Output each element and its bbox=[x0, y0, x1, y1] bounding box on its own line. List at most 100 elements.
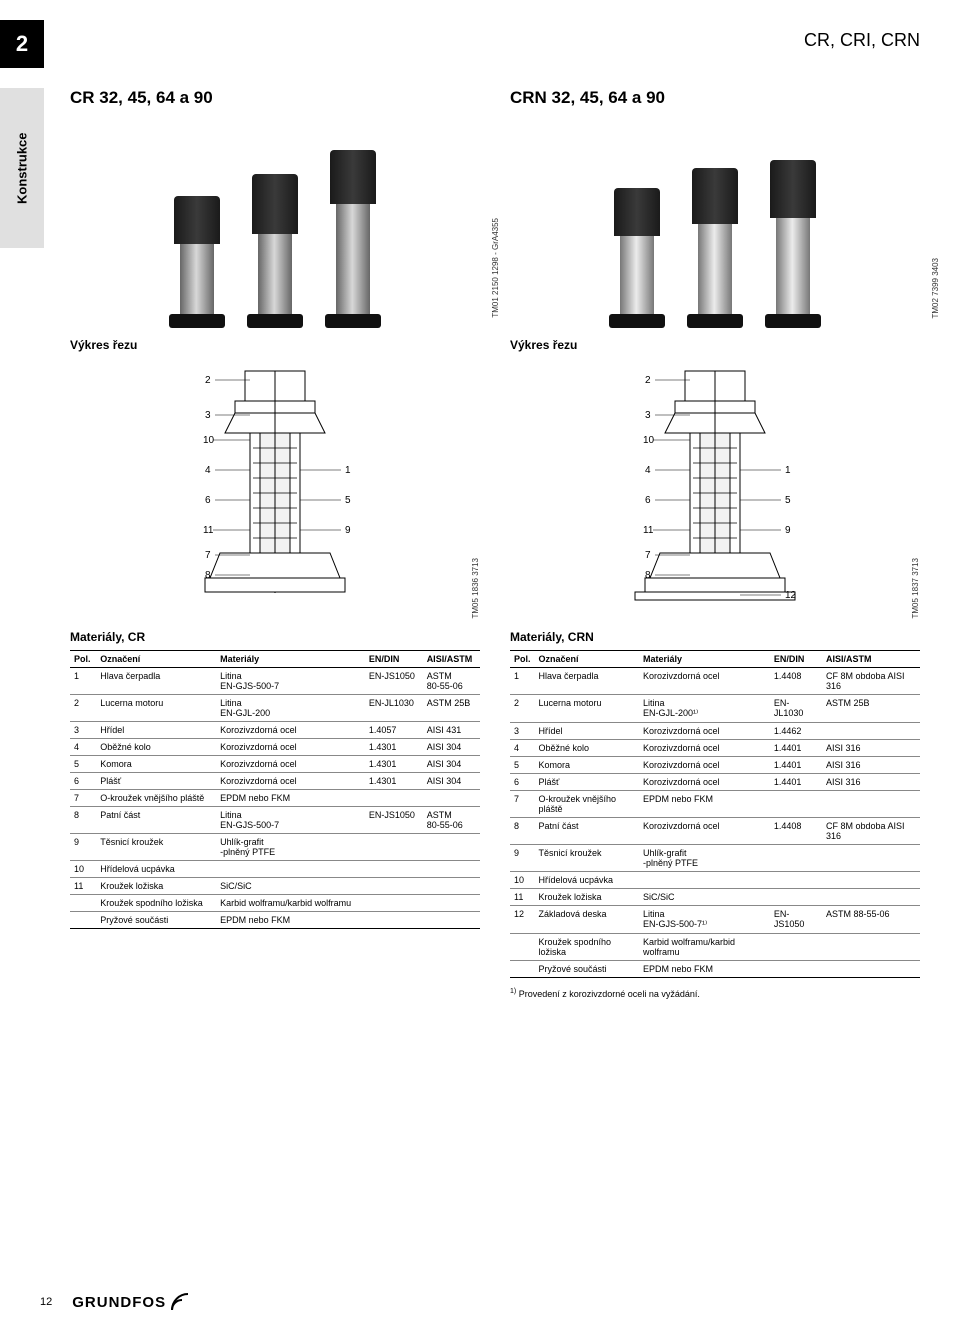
table-row: 5KomoraKorozivzdorná ocel1.4401AISI 316 bbox=[510, 757, 920, 774]
table-cell: 8 bbox=[70, 807, 96, 834]
table-cell bbox=[510, 961, 535, 978]
table-row: 1Hlava čerpadlaLitina EN-GJS-500-7EN-JS1… bbox=[70, 668, 480, 695]
table-cell: Litina EN-GJL-200¹⁾ bbox=[639, 695, 770, 723]
table-row: 5KomoraKorozivzdorná ocel1.4301AISI 304 bbox=[70, 756, 480, 773]
table-row: 12Základová deskaLitina EN-GJS-500-7¹⁾EN… bbox=[510, 906, 920, 934]
table-cell: 6 bbox=[70, 773, 96, 790]
section-tab: Konstrukce bbox=[0, 88, 44, 248]
table-cell bbox=[822, 934, 920, 961]
table-cell bbox=[770, 872, 822, 889]
svg-text:8: 8 bbox=[645, 570, 651, 581]
table-row: Pryžové součástiEPDM nebo FKM bbox=[70, 912, 480, 929]
table-cell bbox=[423, 912, 480, 929]
left-drawing-title: Výkres řezu bbox=[70, 338, 480, 352]
table-cell: ASTM 25B bbox=[423, 695, 480, 722]
svg-text:5: 5 bbox=[785, 495, 791, 506]
table-cell: 10 bbox=[510, 872, 535, 889]
table-cell: Hřídel bbox=[535, 723, 639, 740]
table-row: 10Hřídelová ucpávka bbox=[510, 872, 920, 889]
table-header-row: Pol.OznačeníMateriályEN/DINAISI/ASTM bbox=[70, 651, 480, 668]
table-cell: AISI 304 bbox=[423, 756, 480, 773]
table-cell: Litina EN-GJS-500-7¹⁾ bbox=[639, 906, 770, 934]
table-cell: EN-JS1050 bbox=[770, 906, 822, 934]
table-row: 6PlášťKorozivzdorná ocel1.4301AISI 304 bbox=[70, 773, 480, 790]
table-cell: Korozivzdorná ocel bbox=[216, 773, 365, 790]
footnote: 1) Provedení z korozivzdorné oceli na vy… bbox=[510, 988, 920, 999]
svg-text:10: 10 bbox=[203, 435, 215, 446]
right-title: CRN 32, 45, 64 a 90 bbox=[510, 88, 920, 108]
pump-silhouette bbox=[245, 174, 305, 328]
table-cell: 2 bbox=[510, 695, 535, 723]
left-column: CR 32, 45, 64 a 90 TM01 2150 1298 - GrA4… bbox=[70, 88, 480, 999]
table-cell: Hřídel bbox=[96, 722, 216, 739]
svg-text:4: 4 bbox=[645, 465, 651, 476]
table-cell: Korozivzdorná ocel bbox=[216, 739, 365, 756]
table-cell: EN-JL1030 bbox=[365, 695, 423, 722]
pump-silhouette bbox=[685, 168, 745, 328]
table-row: 11Kroužek ložiskaSiC/SiC bbox=[70, 878, 480, 895]
footer-page-number: 12 bbox=[40, 1296, 52, 1308]
table-cell bbox=[510, 934, 535, 961]
table-cell bbox=[216, 861, 365, 878]
table-cell: 6 bbox=[510, 774, 535, 791]
table-cell bbox=[822, 791, 920, 818]
left-image-code: TM01 2150 1298 - GrA4355 bbox=[491, 218, 500, 318]
table-cell: Hlava čerpadla bbox=[535, 668, 639, 695]
left-diagram: 2310461178159 TM05 1836 3713 bbox=[70, 358, 480, 618]
table-cell: 3 bbox=[70, 722, 96, 739]
table-cell: EPDM nebo FKM bbox=[639, 961, 770, 978]
logo-text: GRUNDFOS bbox=[72, 1294, 166, 1311]
table-cell: 1.4401 bbox=[770, 740, 822, 757]
table-cell bbox=[365, 861, 423, 878]
table-cell: Základová deska bbox=[535, 906, 639, 934]
table-cell bbox=[365, 895, 423, 912]
table-cell bbox=[822, 961, 920, 978]
table-cell: AISI 316 bbox=[822, 757, 920, 774]
table-cell: Korozivzdorná ocel bbox=[639, 668, 770, 695]
table-cell: CF 8M obdoba AISI 316 bbox=[822, 668, 920, 695]
right-diagram: 231046117815912 TM05 1837 3713 bbox=[510, 358, 920, 618]
table-cell: EN-JL1030 bbox=[770, 695, 822, 723]
table-cell: O-kroužek vnějšího pláště bbox=[96, 790, 216, 807]
pump-cross-section-icon: 231046117815912 bbox=[605, 363, 825, 613]
table-cell bbox=[423, 895, 480, 912]
table-cell: EPDM nebo FKM bbox=[639, 791, 770, 818]
table-cell: 4 bbox=[70, 739, 96, 756]
right-image-code: TM02 7399 3403 bbox=[931, 258, 940, 319]
table-cell: 3 bbox=[510, 723, 535, 740]
table-cell: 2 bbox=[70, 695, 96, 722]
table-cell: Plášť bbox=[535, 774, 639, 791]
table-cell: 1.4462 bbox=[770, 723, 822, 740]
table-cell bbox=[639, 872, 770, 889]
table-row: Pryžové součástiEPDM nebo FKM bbox=[510, 961, 920, 978]
page-footer: 12 GRUNDFOS bbox=[40, 1292, 190, 1312]
table-cell: Korozivzdorná ocel bbox=[216, 756, 365, 773]
table-row: 4Oběžné koloKorozivzdorná ocel1.4401AISI… bbox=[510, 740, 920, 757]
table-cell bbox=[423, 861, 480, 878]
table-cell bbox=[822, 723, 920, 740]
document-title: CR, CRI, CRN bbox=[804, 30, 920, 51]
table-cell: 4 bbox=[510, 740, 535, 757]
table-cell: Hlava čerpadla bbox=[96, 668, 216, 695]
svg-text:9: 9 bbox=[785, 525, 791, 536]
right-drawing-code: TM05 1837 3713 bbox=[911, 558, 920, 619]
svg-text:11: 11 bbox=[203, 525, 214, 536]
right-mat-title: Materiály, CRN bbox=[510, 630, 920, 644]
table-cell: 10 bbox=[70, 861, 96, 878]
table-cell: Litina EN-GJS-500-7 bbox=[216, 668, 365, 695]
table-cell: Hřídelová ucpávka bbox=[96, 861, 216, 878]
table-cell bbox=[423, 878, 480, 895]
svg-text:8: 8 bbox=[205, 570, 211, 581]
table-cell: 5 bbox=[510, 757, 535, 774]
svg-text:7: 7 bbox=[205, 550, 211, 561]
table-cell bbox=[770, 845, 822, 872]
table-cell: Korozivzdorná ocel bbox=[639, 723, 770, 740]
table-row: 9Těsnicí kroužekUhlík-grafit -plněný PTF… bbox=[70, 834, 480, 861]
pump-cross-section-icon: 2310461178159 bbox=[165, 363, 385, 613]
table-cell: EPDM nebo FKM bbox=[216, 912, 365, 929]
table-cell bbox=[365, 834, 423, 861]
table-cell: 1.4401 bbox=[770, 774, 822, 791]
table-row: Kroužek spodního ložiskaKarbid wolframu/… bbox=[510, 934, 920, 961]
table-cell bbox=[822, 845, 920, 872]
table-cell: 1.4301 bbox=[365, 773, 423, 790]
